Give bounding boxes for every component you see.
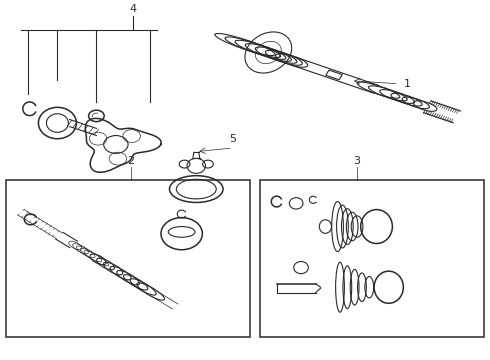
Text: 2: 2: [127, 156, 134, 166]
Text: 5: 5: [229, 134, 236, 144]
Bar: [6, 180, 250, 337]
Text: 1: 1: [403, 79, 410, 89]
Text: 3: 3: [354, 156, 361, 166]
Bar: [260, 180, 484, 337]
Bar: [326, 70, 343, 80]
Text: 4: 4: [129, 4, 137, 14]
